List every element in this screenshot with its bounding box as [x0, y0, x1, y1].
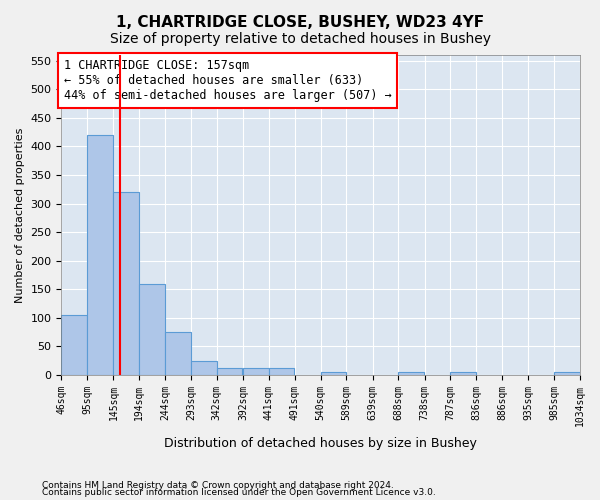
- Bar: [87, 135, 113, 375]
- Bar: [269, 368, 295, 375]
- Bar: [113, 192, 139, 375]
- Text: 1 CHARTRIDGE CLOSE: 157sqm
← 55% of detached houses are smaller (633)
44% of sem: 1 CHARTRIDGE CLOSE: 157sqm ← 55% of deta…: [64, 59, 391, 102]
- Text: Contains public sector information licensed under the Open Government Licence v3: Contains public sector information licen…: [42, 488, 436, 497]
- Bar: [191, 361, 217, 375]
- Bar: [61, 315, 87, 375]
- Bar: [139, 284, 165, 375]
- Bar: [243, 368, 269, 375]
- Bar: [217, 368, 242, 375]
- Bar: [321, 372, 346, 375]
- Bar: [451, 372, 476, 375]
- Text: Contains HM Land Registry data © Crown copyright and database right 2024.: Contains HM Land Registry data © Crown c…: [42, 480, 394, 490]
- Text: Size of property relative to detached houses in Bushey: Size of property relative to detached ho…: [110, 32, 491, 46]
- X-axis label: Distribution of detached houses by size in Bushey: Distribution of detached houses by size …: [164, 437, 477, 450]
- Bar: [398, 372, 424, 375]
- Y-axis label: Number of detached properties: Number of detached properties: [15, 128, 25, 302]
- Bar: [166, 332, 191, 375]
- Bar: [554, 372, 580, 375]
- Text: 1, CHARTRIDGE CLOSE, BUSHEY, WD23 4YF: 1, CHARTRIDGE CLOSE, BUSHEY, WD23 4YF: [116, 15, 484, 30]
